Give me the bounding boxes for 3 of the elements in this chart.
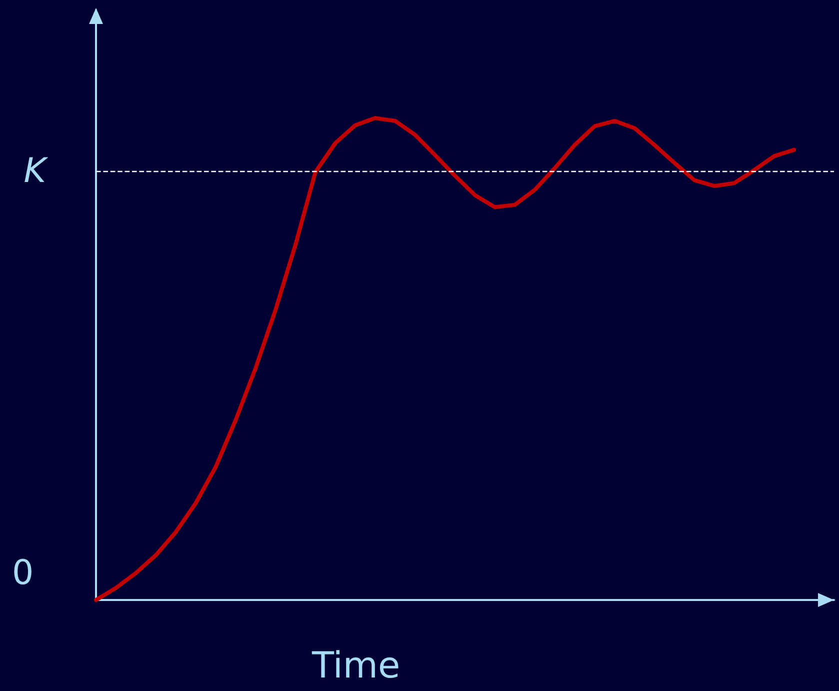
x-axis-title: Time [311,646,400,686]
ref-line-label: K [24,151,49,192]
text: 0 [12,553,34,593]
